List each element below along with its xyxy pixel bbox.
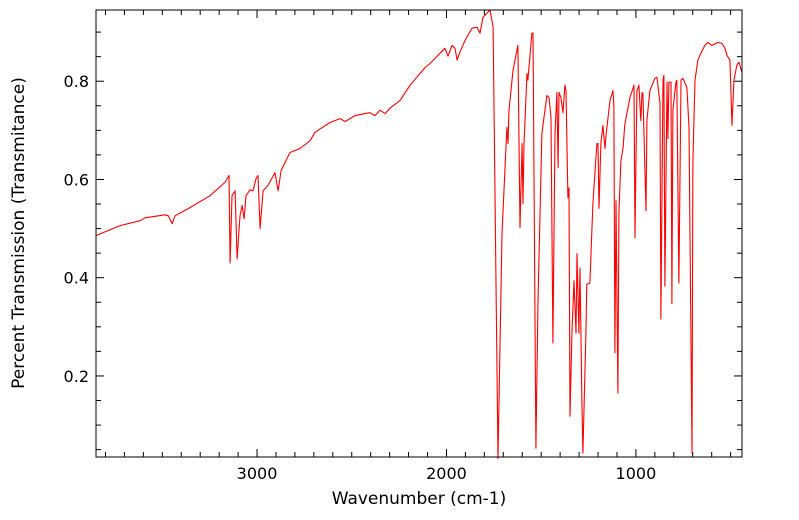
tick-labels: 3000 2000 1000 0.2 0.4 0.6 0.8 <box>64 72 657 483</box>
x-axis-label: Wavenumber (cm-1) <box>332 489 507 509</box>
plot-frame <box>95 9 743 458</box>
x-tick-label: 1000 <box>616 464 657 483</box>
y-tick-label: 0.4 <box>64 269 89 288</box>
x-tick-label: 3000 <box>237 464 278 483</box>
axis-ticks <box>96 10 742 457</box>
y-axis-label: Percent Transmission (Transmitance) <box>9 77 29 389</box>
y-tick-label: 0.6 <box>64 170 89 189</box>
spectrum-line <box>95 9 743 460</box>
y-tick-label: 0.8 <box>64 72 89 91</box>
y-tick-label: 0.2 <box>64 367 89 386</box>
series-layer <box>95 9 743 460</box>
x-tick-label: 2000 <box>426 464 467 483</box>
